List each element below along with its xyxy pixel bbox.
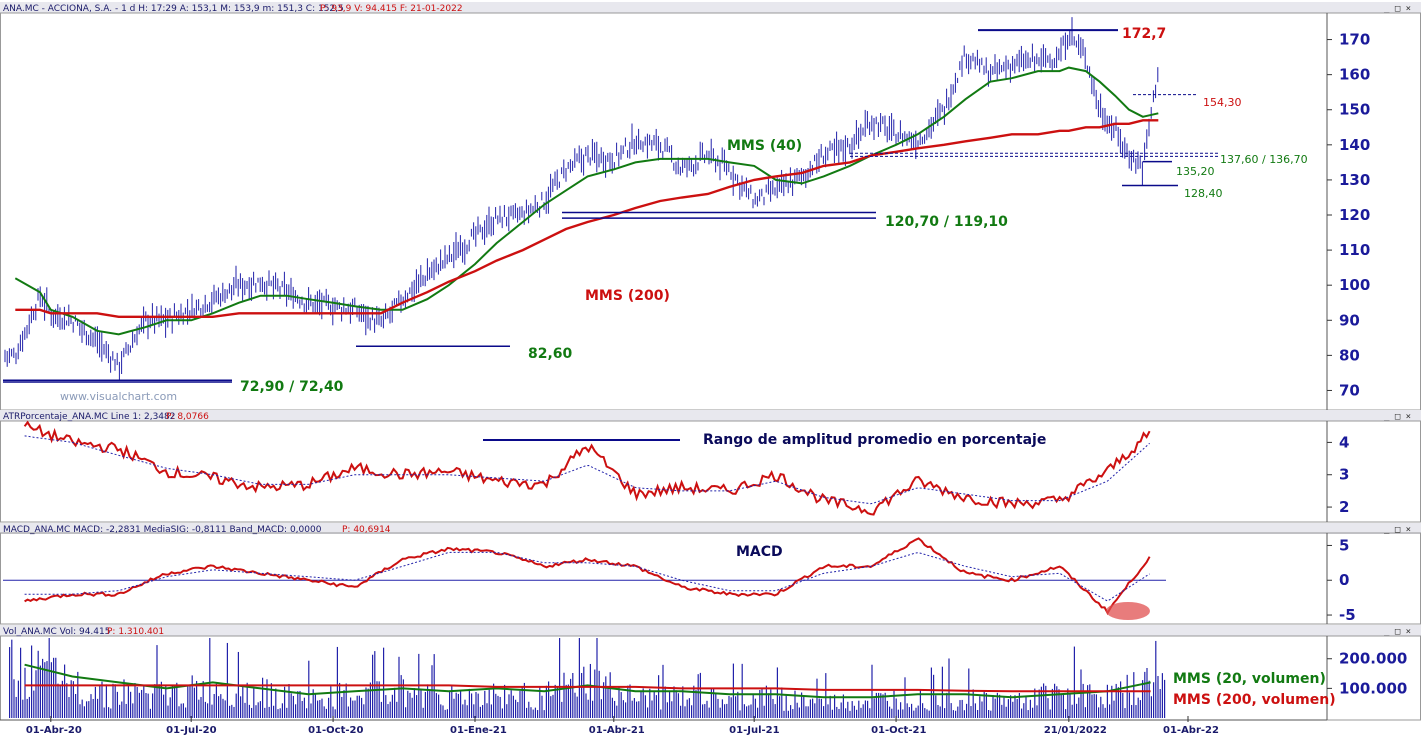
x-tick-label: 01-Jul-21: [729, 725, 779, 736]
macd-signal-line: [24, 551, 1150, 602]
label-mms200: MMS (200): [585, 288, 670, 304]
atr-panel-header: ATRPorcentaje_ANA.MC Line 1: 2,3482 P: 8…: [3, 412, 1411, 422]
price-panel-header: ANA.MC - ACCIONA, S.A. - 1 d H: 17:29 A:…: [3, 4, 1411, 14]
volume-mms200-line: [24, 684, 1151, 693]
macd-window-controls[interactable]: _ □ ×: [1384, 525, 1411, 535]
y-tick-label: 120: [1339, 206, 1370, 224]
y-tick-label: 70: [1339, 381, 1360, 399]
frame-price: [0, 12, 1421, 411]
volume-bars: [8, 638, 1166, 718]
macd-lines: [3, 537, 1166, 616]
header-strip-macd: [0, 523, 1421, 534]
watermark: www.visualchart.com: [60, 390, 177, 403]
macd-line: [24, 537, 1151, 616]
atr-window-controls[interactable]: _ □ ×: [1384, 412, 1411, 422]
macd-header-text: MACD_ANA.MC MACD: -2,2831 MediaSIG: -0,8…: [3, 525, 322, 535]
atr-header-red-text: P: 8,0766: [166, 412, 209, 422]
annotation-s1: 137,60 / 136,70: [1220, 153, 1308, 166]
support-resistance-levels: [3, 29, 1218, 383]
annotation-r1: 154,30: [1203, 96, 1242, 109]
header-strip-volume: [0, 625, 1421, 636]
volume-mms20-line: [24, 663, 1151, 699]
x-tick-label: 01-Abr-21: [589, 725, 645, 736]
y-tick-label: 3: [1339, 466, 1349, 484]
y-tick-label: 160: [1339, 66, 1370, 84]
atr-main-line: [23, 420, 1151, 516]
annotation-s3: 128,40: [1184, 187, 1223, 200]
y-tick-label: 90: [1339, 311, 1360, 329]
annotation-high: 172,7: [1122, 26, 1166, 42]
volume-panel-header: Vol_ANA.MC Vol: 94.415 P: 1.310.401 _ □ …: [3, 627, 1411, 637]
annotation-s6: 72,90 / 72,40: [240, 379, 344, 395]
macd-title: MACD: [736, 544, 783, 560]
y-tick-label: 170: [1339, 31, 1370, 49]
price-header-red-text: P: 93,9 V: 94.415 F: 21-01-2022: [320, 4, 463, 14]
volume-legend-mms200: MMS (200, volumen): [1173, 692, 1336, 708]
y-tick-label: 150: [1339, 101, 1370, 119]
macd-header-red-text: P: 40,6914: [342, 525, 391, 535]
x-tick-label: 01-Ene-21: [450, 725, 507, 736]
panel-frames: [0, 2, 1421, 721]
annotation-s5: 82,60: [528, 346, 573, 362]
atr-header-text: ATRPorcentaje_ANA.MC Line 1: 2,3482: [3, 412, 175, 422]
header-strip-atr: [0, 410, 1421, 421]
volume-moving-averages: [24, 663, 1151, 699]
y-tick-label: 4: [1339, 433, 1349, 451]
y-tick-label: 200.000: [1339, 650, 1407, 668]
y-tick-label: -5: [1339, 606, 1356, 624]
y-tick-label: 100.000: [1339, 679, 1407, 697]
volume-legend-mms20: MMS (20, volumen): [1173, 671, 1326, 687]
y-tick-label: 100: [1339, 276, 1370, 294]
y-tick-label: 130: [1339, 171, 1370, 189]
y-tick-label: 5: [1339, 536, 1349, 554]
annotation-s2: 135,20: [1176, 165, 1215, 178]
price-ohlc-bars: [4, 17, 1159, 381]
y-tick-label: 2: [1339, 498, 1349, 516]
header-strip-price: [0, 2, 1421, 13]
label-mms40: MMS (40): [727, 138, 802, 154]
mms200-line: [15, 119, 1159, 318]
y-axis-ticks: 70 80 90 100 110 120 130 140 150 160 170 2 3 4 -5 0 5 100…: [1327, 31, 1407, 697]
y-tick-label: 0: [1339, 571, 1349, 589]
frame-macd: [0, 532, 1421, 625]
volume-window-controls[interactable]: _ □ ×: [1384, 627, 1411, 637]
x-tick-label: 01-Abr-20: [26, 725, 82, 736]
price-moving-averages: [14, 66, 1159, 336]
y-tick-label: 110: [1339, 241, 1370, 259]
annotation-s4: 120,70 / 119,10: [885, 214, 1008, 230]
atr-title: Rango de amplitud promedio en porcentaje: [703, 432, 1046, 448]
macd-panel-header: MACD_ANA.MC MACD: -2,2831 MediaSIG: -0,8…: [3, 525, 1411, 535]
price-header-text: ANA.MC - ACCIONA, S.A. - 1 d H: 17:29 A:…: [3, 4, 344, 14]
y-tick-label: 80: [1339, 346, 1360, 364]
x-tick-label: 21/01/2022: [1044, 725, 1107, 736]
x-tick-label: 01-Abr-22: [1163, 725, 1219, 736]
y-tick-label: 140: [1339, 136, 1370, 154]
volume-header-text: Vol_ANA.MC Vol: 94.415: [3, 627, 110, 637]
atr-lines: [23, 420, 1151, 516]
macd-low-highlight: [1106, 602, 1150, 620]
price-window-controls[interactable]: _ □ ×: [1384, 4, 1411, 14]
x-axis-ticks: 01-Abr-20 01-Jul-20 01-Oct-20 01-Ene-21 01-A…: [26, 716, 1219, 736]
volume-header-red-text: P: 1.310.401: [107, 627, 164, 637]
x-tick-label: 01-Oct-21: [871, 725, 926, 736]
x-tick-label: 01-Oct-20: [308, 725, 363, 736]
x-tick-label: 01-Jul-20: [166, 725, 216, 736]
